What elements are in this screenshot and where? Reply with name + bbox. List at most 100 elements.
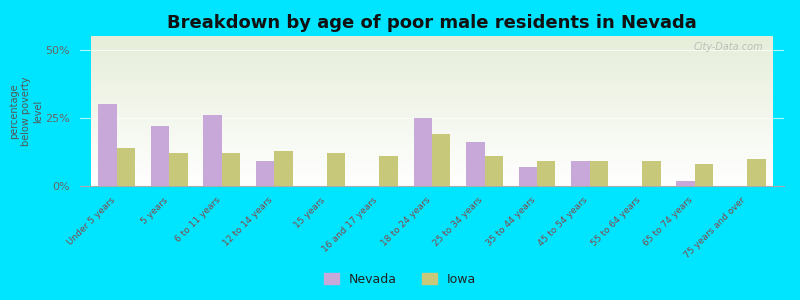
Bar — [90, 78, 774, 80]
Bar — [222, 153, 240, 186]
Bar — [90, 38, 774, 39]
Bar — [90, 85, 774, 87]
Bar — [90, 165, 774, 166]
Bar — [432, 134, 450, 186]
Bar — [90, 92, 774, 93]
Bar — [90, 111, 774, 112]
Bar — [90, 126, 774, 128]
Bar — [90, 162, 774, 164]
Bar — [90, 98, 774, 99]
Bar — [90, 50, 774, 51]
Bar — [90, 169, 774, 171]
Bar — [571, 161, 590, 186]
Bar — [90, 123, 774, 124]
Bar — [90, 136, 774, 138]
Bar — [90, 141, 774, 142]
Bar — [90, 124, 774, 126]
Bar — [90, 90, 774, 92]
Bar — [90, 134, 774, 135]
Bar — [90, 66, 774, 68]
Bar — [90, 56, 774, 57]
Bar — [90, 156, 774, 158]
Bar — [90, 128, 774, 129]
Bar — [90, 93, 774, 94]
Bar — [256, 161, 274, 186]
Bar — [90, 114, 774, 116]
Bar — [90, 172, 774, 174]
Bar — [90, 182, 774, 183]
Bar — [90, 158, 774, 159]
Bar — [90, 142, 774, 144]
Bar — [90, 180, 774, 182]
Bar — [90, 54, 774, 56]
Bar — [90, 88, 774, 90]
Bar — [90, 64, 774, 66]
Bar — [379, 156, 398, 186]
Bar — [90, 68, 774, 69]
Bar — [90, 61, 774, 63]
Bar — [90, 58, 774, 60]
Bar — [90, 108, 774, 110]
Bar — [90, 183, 774, 184]
Y-axis label: percentage
below poverty
level: percentage below poverty level — [10, 76, 42, 146]
Bar — [90, 103, 774, 105]
Bar — [90, 154, 774, 156]
Bar — [90, 105, 774, 106]
Bar — [90, 70, 774, 72]
Title: Breakdown by age of poor male residents in Nevada: Breakdown by age of poor male residents … — [167, 14, 697, 32]
Bar — [90, 40, 774, 42]
Bar — [90, 150, 774, 152]
Bar — [98, 104, 117, 186]
Bar — [90, 46, 774, 48]
Bar — [90, 152, 774, 153]
Bar — [90, 42, 774, 44]
Bar — [90, 94, 774, 96]
Bar — [90, 52, 774, 54]
Bar — [694, 164, 713, 186]
Bar — [90, 72, 774, 74]
Bar — [90, 116, 774, 117]
Bar — [90, 167, 774, 168]
Bar — [90, 148, 774, 150]
Bar — [90, 153, 774, 154]
Bar — [90, 110, 774, 111]
Bar — [518, 167, 537, 186]
Bar — [90, 100, 774, 102]
Bar — [90, 45, 774, 46]
Bar — [90, 96, 774, 98]
Bar — [90, 140, 774, 141]
Bar — [90, 178, 774, 180]
Bar — [90, 51, 774, 52]
Bar — [90, 129, 774, 130]
Bar — [90, 80, 774, 81]
Bar — [90, 76, 774, 78]
Bar — [90, 130, 774, 132]
Bar — [151, 126, 170, 186]
Bar — [90, 81, 774, 82]
Bar — [537, 161, 555, 186]
Bar — [90, 57, 774, 58]
Bar — [90, 84, 774, 86]
Bar — [90, 147, 774, 148]
Bar — [90, 63, 774, 64]
Bar — [90, 75, 774, 76]
Bar — [90, 48, 774, 50]
Bar — [747, 159, 766, 186]
Bar — [90, 184, 774, 186]
Bar — [90, 69, 774, 70]
Bar — [90, 122, 774, 123]
Bar — [90, 44, 774, 45]
Bar — [90, 176, 774, 177]
Bar — [90, 174, 774, 176]
Bar — [90, 112, 774, 114]
Bar — [90, 159, 774, 160]
Legend: Nevada, Iowa: Nevada, Iowa — [319, 268, 481, 291]
Bar — [90, 160, 774, 162]
Bar — [90, 132, 774, 134]
Bar — [90, 146, 774, 147]
Bar — [466, 142, 485, 186]
Bar — [90, 39, 774, 40]
Bar — [90, 138, 774, 140]
Bar — [676, 181, 694, 186]
Bar — [90, 60, 774, 61]
